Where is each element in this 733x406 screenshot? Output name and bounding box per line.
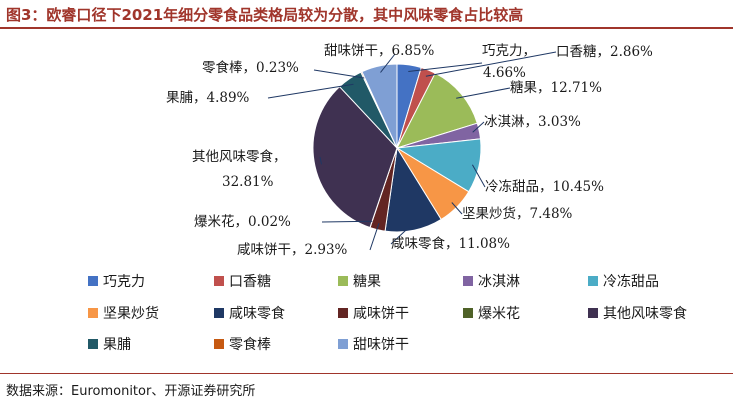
legend-swatch-11 [88,339,98,349]
legend-label-12: 零食棒 [229,336,271,353]
legend-label-8: 咸味饼干 [353,306,409,322]
legend-item-9: 爆米花 [463,306,520,322]
legend-label-5: 冷冻甜品 [603,273,659,290]
legend-item-1: 巧克力 [88,274,145,290]
title-divider [0,27,733,29]
legend-label-6: 坚果炒货 [103,305,159,322]
chart-title: 图3：欧睿口径下2021年细分零食品类格局较为分散，其中风味零食占比较高 [6,6,524,24]
legend-swatch-10 [588,308,598,318]
legend-label-13: 甜味饼干 [353,337,409,353]
legend-item-3: 糖果 [338,274,381,290]
data-label-2: 口香糖，2.86% [556,44,653,60]
legend-swatch-7 [214,308,224,318]
legend-swatch-12 [214,339,224,349]
data-label-13: 甜味饼干，6.85% [324,43,435,59]
leader-line-11 [267,83,354,99]
data-label-10-line-2: 32.81% [222,174,274,190]
data-label-1-line-1: 巧克力， [482,43,536,59]
legend-item-2: 口香糖 [214,274,271,290]
legend-item-8: 咸味饼干 [338,306,409,322]
leader-line-10 [319,156,322,165]
data-label-6: 坚果炒货，7.48% [462,205,573,222]
legend-item-7: 咸味零食 [214,305,285,322]
leader-line-4 [472,121,485,133]
source-note: 数据来源：Euromonitor、开源证券研究所 [6,384,256,399]
pie-slice-13 [361,63,398,149]
data-label-1-line-2: 4.66% [483,65,526,81]
data-label-12: 零食棒，0.23% [202,59,299,76]
legend-item-5: 冷冻甜品 [588,273,659,290]
legend-swatch-3 [338,276,348,286]
legend-label-1: 巧克力 [103,274,145,290]
leader-line-3 [456,87,511,99]
legend-label-3: 糖果 [353,274,381,290]
pie-chart: 巧克力， 4.66% 口香糖，2.86% 糖果，12.71% 冰淇淋，3.03% 冷冻甜品… [88,43,687,353]
legend-swatch-1 [88,276,98,286]
source-divider [0,373,733,374]
legend-label-9: 爆米花 [478,306,520,322]
legend-swatch-8 [338,308,348,318]
legend-label-2: 口香糖 [229,274,271,290]
legend-swatch-9 [463,308,473,318]
leader-line-1 [408,62,483,72]
leader-line-9 [321,220,373,223]
data-label-3: 糖果，12.71% [510,80,602,96]
data-label-4: 冰淇淋，3.03% [484,114,581,130]
legend-item-12: 零食棒 [214,336,271,353]
legend-label-4: 冰淇淋 [478,274,520,290]
data-label-10-line-1: 其他风味零食， [192,148,287,165]
leader-line-6 [451,202,463,215]
data-label-8: 咸味饼干，2.93% [237,242,348,258]
legend-swatch-13 [338,339,348,349]
legend-item-4: 冰淇淋 [463,274,520,290]
legend-item-10: 其他风味零食 [588,305,687,322]
pie-slice-10 [312,85,398,229]
legend-item-13: 甜味饼干 [338,337,409,353]
leader-line-7 [390,223,414,245]
leader-line-8 [369,223,380,251]
legend-swatch-6 [88,308,98,318]
data-label-11: 果脯，4.89% [166,90,250,106]
legend-label-7: 咸味零食 [229,305,285,322]
data-label-9: 爆米花，0.02% [194,214,291,230]
legend-item-6: 坚果炒货 [88,305,159,322]
legend-label-11: 果脯 [103,337,131,353]
legend-swatch-4 [463,276,473,286]
legend-item-11: 果脯 [88,337,131,353]
leader-line-13 [380,53,396,73]
legend-label-10: 其他风味零食 [603,305,687,322]
leader-line-2 [425,51,557,77]
leader-line-12 [313,69,365,79]
legend-swatch-2 [214,276,224,286]
leader-line-5 [471,164,486,188]
data-label-5: 冷冻甜品，10.45% [485,179,604,195]
legend-swatch-5 [588,276,598,286]
data-label-7: 咸味零食，11.08% [391,235,510,252]
